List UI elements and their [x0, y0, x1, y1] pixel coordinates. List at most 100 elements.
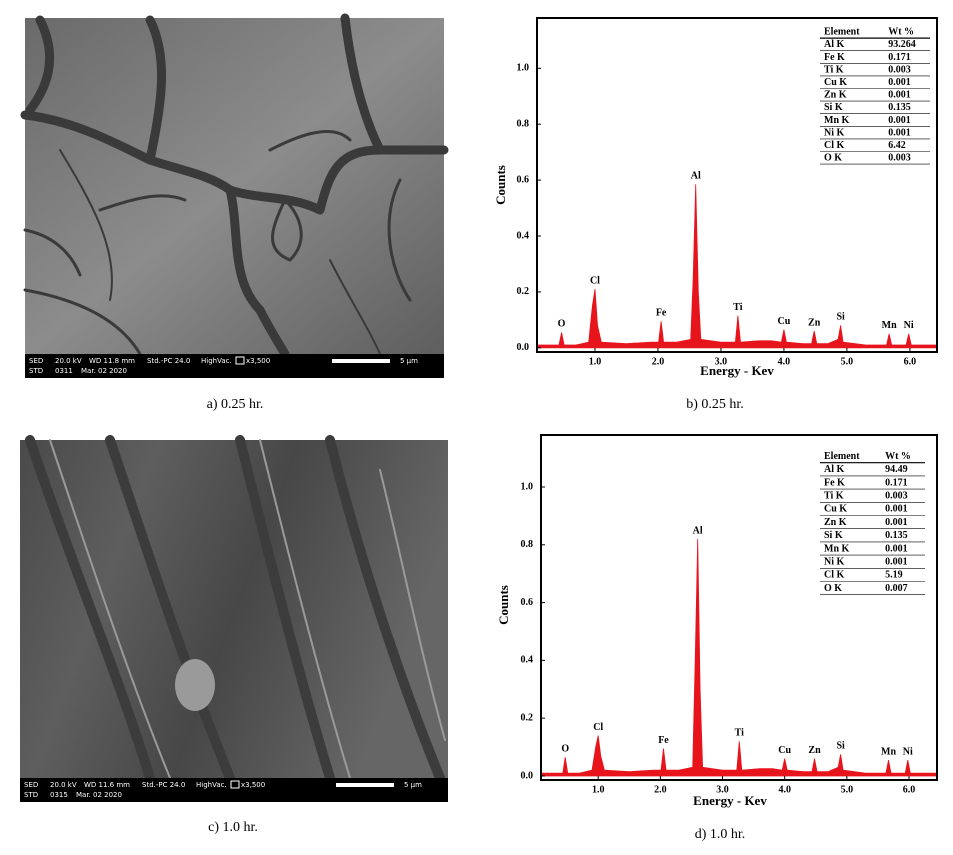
table-cell: Fe K — [824, 477, 845, 488]
peak-label: Ni — [903, 746, 913, 757]
y-tick-label: 0.8 — [517, 119, 530, 130]
peak-label: Al — [691, 171, 701, 182]
info-bar — [20, 778, 448, 802]
peak-label: Ti — [733, 302, 742, 313]
table-cell: Si K — [824, 102, 843, 113]
x-tick-label: 2.0 — [654, 784, 667, 795]
y-tick-label: 1.0 — [517, 63, 530, 74]
table-cell: 0.001 — [885, 504, 908, 515]
peak-label: Cl — [593, 722, 603, 733]
table-cell: 5.19 — [885, 570, 903, 581]
table-cell: Si K — [824, 530, 843, 541]
peak-label: Cu — [778, 316, 791, 327]
table-cell: Al K — [824, 464, 845, 475]
table-cell: 0.003 — [885, 490, 908, 501]
scale-bar — [336, 783, 394, 787]
peak-label: Cl — [590, 275, 600, 286]
y-tick-label: 0.4 — [521, 655, 534, 666]
x-tick-label: 6.0 — [903, 784, 916, 795]
table-cell: Al K — [824, 39, 845, 50]
table-cell: Wt % — [888, 27, 914, 38]
x-axis-label: Energy - Kev — [700, 363, 774, 378]
table-cell: 0.135 — [888, 102, 911, 113]
info-text: Mar. 02 2020 — [76, 791, 122, 799]
x-tick-label: 3.0 — [715, 356, 728, 367]
info-text: HighVac. — [196, 781, 227, 789]
table-cell: Fe K — [824, 52, 845, 63]
peak-label: Cu — [778, 745, 791, 756]
plot-frame — [536, 17, 938, 353]
table-cell: 0.007 — [885, 583, 908, 594]
info-text: x3,500 — [241, 781, 265, 789]
caption: d) 1.0 hr. — [695, 827, 746, 842]
camera-icon — [230, 780, 240, 789]
table-cell: Zn K — [824, 90, 847, 101]
info-text: 20.0 kV — [55, 357, 82, 365]
y-tick-label: 0.2 — [517, 286, 530, 297]
peak-label: Si — [836, 312, 845, 323]
table-cell: 0.001 — [888, 77, 911, 88]
table-cell: Element — [824, 451, 860, 462]
info-text: Std.-PC 24.0 — [142, 781, 185, 789]
table-cell: Ti K — [824, 490, 844, 501]
peak-label: Fe — [658, 735, 669, 746]
y-tick-label: 1.0 — [521, 481, 534, 492]
table-cell: 0.001 — [888, 90, 911, 101]
peak-label: Mn — [881, 746, 896, 757]
table-cell: 0.001 — [885, 543, 908, 554]
table-cell: 0.001 — [888, 115, 911, 126]
table-cell: Cu K — [824, 504, 847, 515]
info-text: 20.0 kV — [50, 781, 77, 789]
info-text: x3,500 — [246, 357, 270, 365]
camera-icon — [235, 356, 245, 365]
x-axis-label: Energy - Kev — [693, 793, 767, 808]
peak-label: O — [558, 319, 566, 330]
info-text: 5 µm — [400, 357, 418, 365]
spectrum — [537, 184, 938, 349]
x-tick-label: 2.0 — [652, 356, 665, 367]
peak-label: Si — [836, 741, 845, 752]
caption: c) 1.0 hr. — [208, 820, 258, 835]
table-cell: Mn K — [824, 115, 850, 126]
table-cell: Ni K — [824, 127, 845, 138]
caption: b) 0.25 hr. — [686, 397, 744, 412]
info-text: 5 µm — [404, 781, 422, 789]
info-text: WD 11.6 mm — [84, 781, 130, 789]
table-cell: 0.001 — [888, 127, 911, 138]
scale-bar — [332, 359, 390, 363]
table-cell: 6.42 — [888, 140, 906, 151]
peak-label: O — [561, 743, 569, 754]
x-tick-label: 5.0 — [841, 784, 854, 795]
table-cell: 0.003 — [888, 64, 911, 75]
table-cell: Mn K — [824, 543, 850, 554]
x-tick-label: 4.0 — [778, 784, 791, 795]
sem-image-a — [20, 13, 449, 359]
y-tick-label: 0.6 — [517, 174, 530, 185]
y-tick-label: 0.0 — [517, 342, 530, 353]
table-cell: 0.135 — [885, 530, 908, 541]
table-cell: Cl K — [824, 140, 845, 151]
table-cell: 94.49 — [885, 464, 908, 475]
x-tick-label: 4.0 — [778, 356, 791, 367]
table-cell: 0.003 — [888, 153, 911, 164]
info-text: SED — [29, 357, 43, 365]
peak-label: Zn — [808, 317, 821, 328]
x-tick-label: 5.0 — [841, 356, 854, 367]
table-cell: Cl K — [824, 570, 845, 581]
info-text: 0315 — [50, 791, 68, 799]
y-tick-label: 0.8 — [521, 539, 534, 550]
info-text: STD — [24, 791, 38, 799]
y-axis-label: Counts — [496, 585, 511, 625]
y-axis-label: Counts — [493, 165, 508, 205]
y-tick-label: 0.0 — [521, 770, 534, 781]
peak-label: Al — [693, 525, 703, 536]
peak-label: Zn — [808, 745, 821, 756]
peak-label: Mn — [882, 320, 897, 331]
table-cell: 0.171 — [885, 477, 908, 488]
table-cell: Ti K — [824, 64, 844, 75]
table-cell: Zn K — [824, 517, 847, 528]
y-tick-label: 0.2 — [521, 712, 534, 723]
info-text: Std.-PC 24.0 — [147, 357, 190, 365]
table-cell: Cu K — [824, 77, 847, 88]
